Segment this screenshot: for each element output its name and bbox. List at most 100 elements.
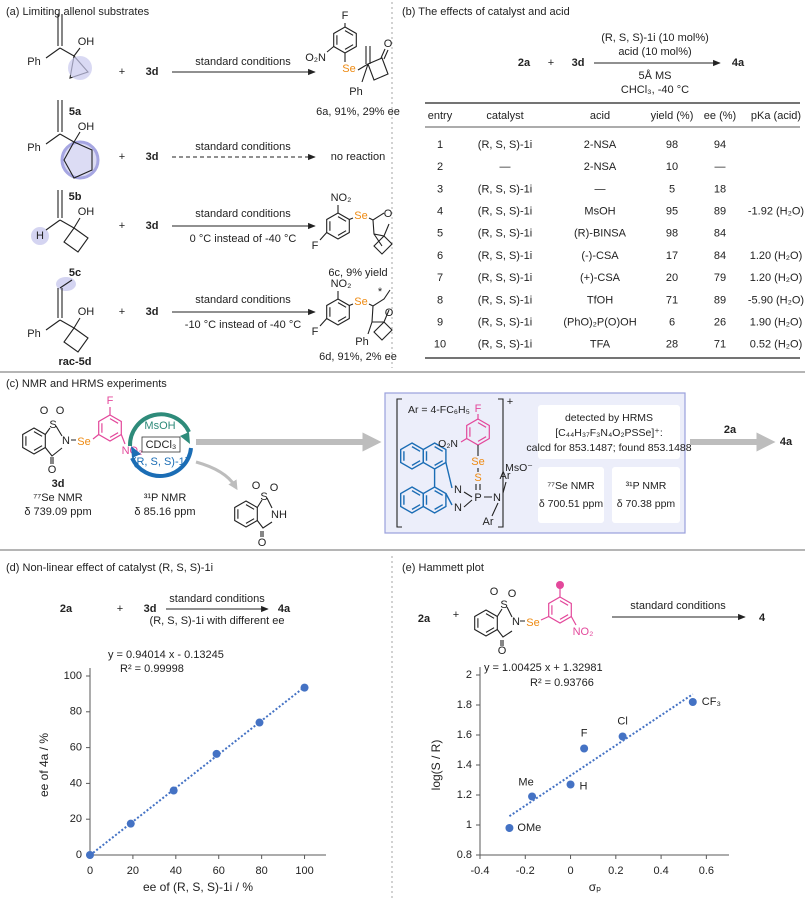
reactant: 2a <box>418 613 431 625</box>
table-cell: (-)-CSA <box>581 250 619 262</box>
hrms-text: calcd for 853.1487; found 853.1488 <box>526 442 691 454</box>
x-tick-label: 100 <box>295 865 313 877</box>
y-tick-label: 40 <box>70 777 82 789</box>
y-tick-label: 80 <box>70 706 82 718</box>
atom-label: F <box>475 403 482 415</box>
panel-d: (d) Non-linear effect of catalyst (R, S,… <box>6 562 291 627</box>
table-cell: (R, S, S)-1i <box>478 272 532 284</box>
y-tick-label: 60 <box>70 742 82 754</box>
substrate-structure-part <box>45 279 89 353</box>
atom-label: N <box>62 435 70 447</box>
bracket-part <box>396 398 504 528</box>
table-cell: — <box>715 161 726 173</box>
trendline <box>508 693 694 818</box>
conditions: standard conditions <box>195 141 291 153</box>
compound-label: 6c, 9% yield <box>328 267 387 279</box>
y-axis-title: log(S / R) <box>429 740 443 791</box>
table-cell: (R, S, S)-1i <box>478 339 532 351</box>
counterion: MsO⁻ <box>505 462 533 474</box>
table-header: acid <box>590 110 610 122</box>
x-tick-label: -0.2 <box>516 865 535 877</box>
table-cell: -5.90 (H₂O) <box>748 294 804 306</box>
product-structure-part <box>326 23 389 83</box>
conditions: standard conditions <box>195 208 291 220</box>
compound-label: 5b <box>69 191 82 203</box>
table-cell: (R, S, S)-1i <box>478 139 532 151</box>
point-label: H <box>580 780 588 792</box>
table-cell: 10 <box>666 161 678 173</box>
x-tick-label: 0 <box>87 865 93 877</box>
chart: 0 20 40 60 80 100 0 20 40 60 80 100 y = 0.94014 x - … <box>37 649 326 894</box>
fit-equation: y = 1.00425 x + 1.32981 <box>484 662 603 674</box>
table-cell: -1.92 (H₂O) <box>748 206 804 218</box>
conditions: acid (10 mol%) <box>618 46 691 58</box>
compound-label: 5a <box>69 106 82 118</box>
x-tick-label: 0.4 <box>653 865 668 877</box>
atom-label: S <box>49 419 56 431</box>
table-cell: 2 <box>437 161 443 173</box>
substrate-structure-part <box>45 190 89 253</box>
nmr-shift: δ 70.38 ppm <box>617 498 676 510</box>
product-structure <box>326 23 389 83</box>
table-cell: 1 <box>437 139 443 151</box>
table-cell: 1.20 (H₂O) <box>750 250 803 262</box>
point <box>580 744 589 753</box>
table-cell: MsOH <box>584 206 615 218</box>
byproduct-structure <box>234 497 273 537</box>
table-cell: 95 <box>666 206 678 218</box>
atom-label: Se <box>77 436 90 448</box>
point <box>618 732 627 741</box>
fit-r2: R² = 0.93766 <box>530 677 594 689</box>
atom-label: Ar <box>483 516 494 528</box>
panel-title: (a) Limiting allenol substrates <box>6 6 150 18</box>
product: 4a <box>780 436 793 448</box>
reagent-structure-part <box>92 407 126 445</box>
atom-label: O₂N <box>305 52 326 64</box>
panel-a: (a) Limiting allenol substrates Ph OH 5a… <box>6 6 400 368</box>
atom-label: N <box>454 484 462 496</box>
substrate-structure-part <box>68 56 92 80</box>
point <box>566 780 575 789</box>
atom-label: S <box>260 491 267 503</box>
table-cell: 2-NSA <box>584 139 617 151</box>
point-label: CF₃ <box>702 696 721 708</box>
y-tick-label: 1.6 <box>457 729 472 741</box>
condition-note: -10 °C instead of -40 °C <box>185 319 301 331</box>
solvent-label: CDCl₃ <box>146 439 177 451</box>
reagent: 3d <box>146 306 159 318</box>
x-tick-label: 60 <box>213 865 225 877</box>
table-cell: 98 <box>666 228 678 240</box>
reagent-structure-part <box>540 588 577 626</box>
table-cell: 5 <box>437 228 443 240</box>
table-cell: (R, S, S)-1i <box>478 228 532 240</box>
table-cell: 8 <box>437 294 443 306</box>
atom-label: O <box>498 645 507 657</box>
atom-label: O <box>490 586 499 598</box>
x-tick-label: 0.6 <box>699 865 714 877</box>
y-tick-label: 0 <box>76 849 82 861</box>
y-axis-title: ee of 4a / % <box>37 733 51 797</box>
table-cell: 2-NSA <box>584 161 617 173</box>
table-cell: — <box>595 183 606 195</box>
nmr-shift: δ 700.51 ppm <box>539 498 603 510</box>
conditions: (R, S, S)-1i with different ee <box>150 615 285 627</box>
info-box <box>538 405 680 459</box>
plus: + <box>119 66 125 78</box>
table-cell: 71 <box>666 294 678 306</box>
panel-title: (e) Hammett plot <box>402 562 484 574</box>
reagent-structure-part <box>556 581 564 589</box>
panel-c: (c) NMR and HRMS experiments O O S N O S… <box>6 378 793 549</box>
atom-label: * <box>378 286 383 298</box>
reagent-structure-part <box>496 606 525 646</box>
table-cell: 9 <box>437 317 443 329</box>
point <box>126 819 135 828</box>
fit-equation: y = 0.94014 x - 0.13245 <box>108 649 224 661</box>
compound-label: rac-5d <box>58 356 91 368</box>
bracket <box>396 398 504 528</box>
table-cell: 0.52 (H₂O) <box>750 339 803 351</box>
point <box>505 824 514 832</box>
product: 4a <box>732 57 745 69</box>
product-structure <box>319 205 393 255</box>
atom-label: N <box>454 502 462 514</box>
y-tick-label: 0.8 <box>457 849 472 861</box>
